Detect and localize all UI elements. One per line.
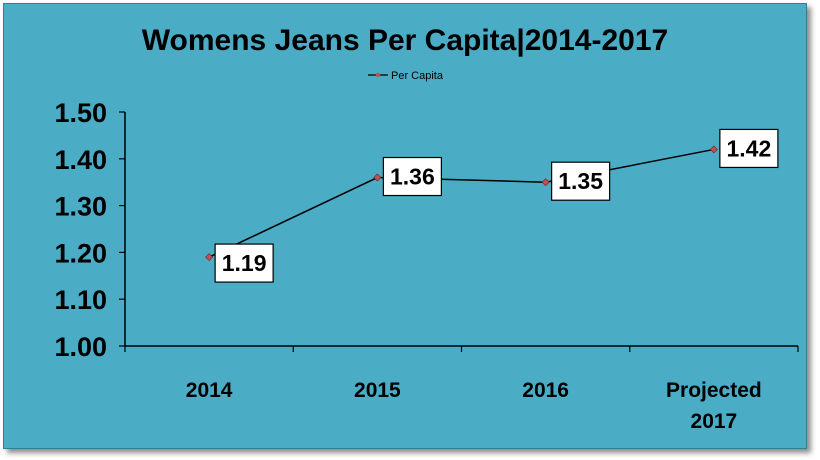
plot-area: 1.00 1.10 1.20 1.30 1.40 1.50 2014 2015 2016 Proj… xyxy=(54,98,799,433)
x-tick-label: Projected 2017 xyxy=(666,379,762,433)
y-tick-label: 1.40 xyxy=(54,145,107,175)
y-tick-label: 1.00 xyxy=(54,332,107,362)
y-tick-label: 1.50 xyxy=(54,98,107,128)
x-tick-label: 2014 xyxy=(186,379,233,402)
chart-frame: Womens Jeans Per Capita|2014-2017 Per Ca… xyxy=(3,3,807,449)
legend: Per Capita xyxy=(368,70,444,82)
x-tick-label: 2015 xyxy=(354,379,401,402)
data-label-box xyxy=(551,161,611,201)
data-point xyxy=(373,173,382,182)
data-point xyxy=(205,253,214,262)
y-tick-label: 1.20 xyxy=(54,238,107,268)
chart-svg: Womens Jeans Per Capita|2014-2017 Per Ca… xyxy=(54,24,799,433)
data-point xyxy=(541,178,550,187)
data-label: 1.19 xyxy=(222,250,267,276)
legend-marker-icon xyxy=(375,72,381,78)
data-label-box xyxy=(719,128,779,169)
data-label-box xyxy=(214,243,274,283)
y-tick-label: 1.10 xyxy=(54,285,107,315)
data-label: 1.42 xyxy=(726,135,771,161)
data-point xyxy=(709,145,718,154)
data-label: 1.36 xyxy=(390,164,435,190)
legend-label: Per Capita xyxy=(391,70,444,82)
data-label-box xyxy=(382,156,442,197)
series-line xyxy=(208,148,715,258)
x-tick-label: 2016 xyxy=(522,379,569,402)
data-label: 1.35 xyxy=(558,168,603,194)
y-tick-label: 1.30 xyxy=(54,192,107,222)
chart-title: Womens Jeans Per Capita|2014-2017 xyxy=(142,24,668,57)
